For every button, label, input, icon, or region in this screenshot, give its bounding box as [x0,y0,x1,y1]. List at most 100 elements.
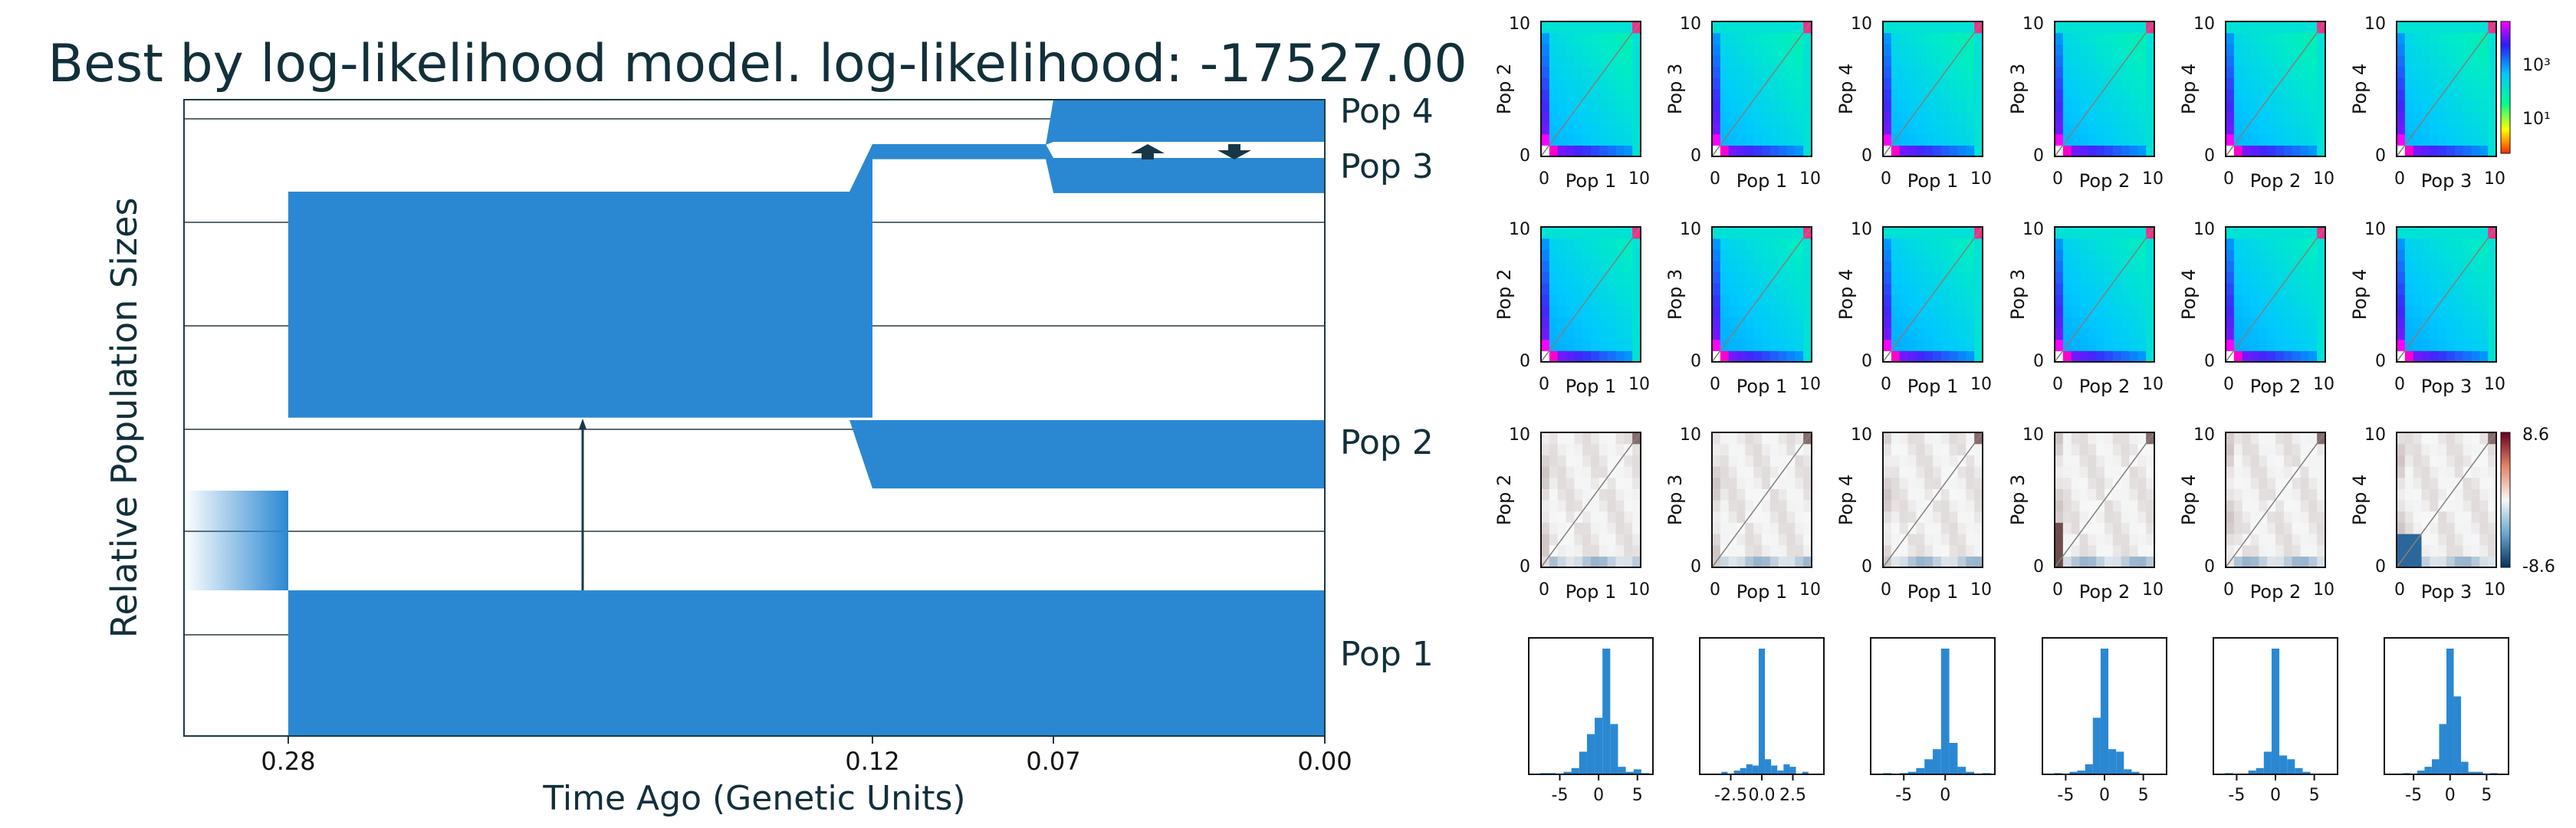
heatmap-cell [2471,328,2480,340]
heatmap-cell [1728,455,1738,467]
heatmap-cell [2463,77,2472,90]
heatmap-cell [2308,328,2318,340]
heatmap-cell [2071,55,2081,67]
heatmap-cell [1549,100,1559,112]
heatmap-cell [2137,317,2147,329]
heatmap-cell [1762,511,1771,523]
heatmap-cell [1728,111,1738,123]
heatmap-cell [2471,32,2480,44]
heatmap-cell [2267,455,2276,467]
heatmap-cell [1940,511,1950,523]
heatmap-cell [2129,271,2138,284]
heatmap-cell [2071,477,2081,489]
heatmap-cell [2283,511,2293,523]
heatmap-cell [1745,55,1754,67]
heatmap-cell [1720,44,1730,56]
heatmap-cell [2129,261,2138,273]
heatmap-cell [2104,466,2114,478]
heatmap-cell [2104,305,2114,317]
heatmap-cell [2413,455,2423,467]
heatmap-cell [1615,443,1625,455]
heatmap-cell [2226,544,2235,557]
heatmap-cell [2250,21,2259,34]
heatmap-cell [1632,544,1641,557]
heatmap-cell [2226,522,2235,534]
heatmap-cell [2283,55,2293,67]
heatmap-cell [2275,55,2285,67]
heatmap-cell [1803,328,1812,340]
heatmap-cell [2071,271,2081,284]
heatmap-cell [1924,328,1934,340]
heatmap-cell [2096,66,2105,78]
heatmap-cell [2308,305,2318,317]
heatmap-cell [2071,44,2081,56]
heatmap-cell [2242,145,2252,157]
heatmap-cell [1615,534,1625,546]
heatmap-cell [1728,511,1738,523]
heatmap-cell [2226,443,2235,455]
heatmap-cell [1762,133,1771,146]
heatmap-cell [1786,21,1796,34]
heatmap-cell [1762,44,1771,56]
heatmap-cell [2121,111,2131,123]
heatmap-cell [2430,89,2439,101]
heatmap-cell [1949,556,1959,568]
heatmap-cell [1737,21,1746,34]
heatmap-cell [2275,100,2285,112]
heatmap-cell [1778,100,1788,112]
heatmap-cell [2488,477,2497,489]
heatmap-cell [1899,111,1909,123]
heatmap-cell [2397,466,2406,478]
heatmap-cell [1786,123,1796,135]
heatmap-cell [1598,145,1608,157]
heatmap-cell [1933,432,1942,445]
heatmap-cell [2267,283,2276,295]
heatmap-cell [2404,44,2414,56]
heatmap-cell [2079,89,2088,101]
heatmap-cell [2421,55,2430,67]
population-label: Pop 1 [1340,635,1434,674]
heatmap-cell [2096,77,2105,90]
heatmap-cell [2055,500,2064,512]
heatmap-cell [2300,111,2309,123]
heatmap-cell [1940,500,1950,512]
heatmap-cell [1916,238,1925,250]
diagonal-line [2396,226,2497,363]
heatmap-cell [1541,477,1550,489]
y-axis-label: Pop 4 [2178,475,2200,525]
heatmap-cell [2404,556,2414,568]
heatmap-cell [2096,466,2105,478]
heatmap-cell [1549,44,1559,56]
heatmap-cell [2275,556,2285,568]
heatmap-cell [1907,511,1917,523]
heatmap-cell [1737,227,1746,239]
heatmap-cell [1957,317,1967,329]
heatmap-cell [2397,500,2406,512]
heatmap-cell [1769,249,1779,261]
y-tick-label: 0 [1520,352,1530,371]
heatmap-cell [2275,544,2285,557]
heatmap-cell [2308,123,2318,135]
heatmap-cell [2055,238,2064,250]
heatmap-cell [1933,544,1942,557]
heatmap-cell [1632,32,1641,44]
heatmap-cell [1607,534,1617,546]
heatmap-cell [1753,466,1763,478]
heatmap-cell [2430,145,2439,157]
heatmap-cell [1916,534,1925,546]
heatmap-cell [1712,305,1721,317]
heatmap-cell [2275,32,2285,44]
heatmap-cell [2233,522,2243,534]
histogram-tick-label: 0 [1593,786,1604,805]
heatmap-cell [2146,350,2155,363]
heatmap-cell [2129,294,2138,307]
heatmap-cell [2055,294,2064,307]
heatmap-cell [2267,477,2276,489]
heatmap-cell [1566,66,1575,78]
heatmap-cell [1566,21,1575,34]
heatmap-cell [1712,283,1721,295]
heatmap-cell [1591,21,1600,34]
heatmap-cell [1549,350,1559,363]
heatmap-cell [2308,556,2318,568]
